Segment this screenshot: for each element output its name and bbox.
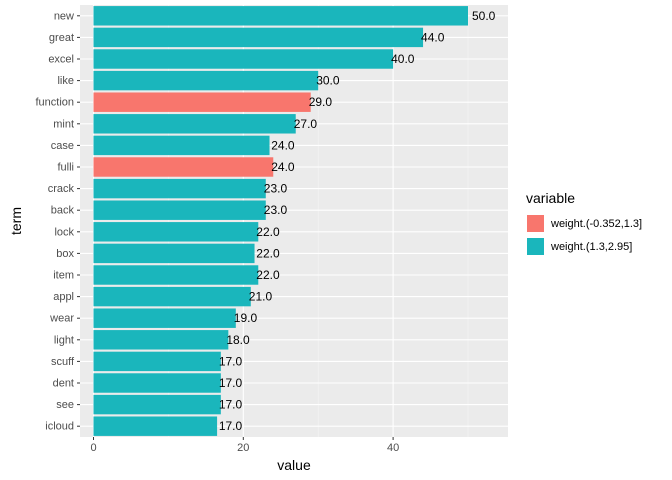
y-tick-label: see — [56, 399, 74, 411]
bar — [93, 157, 274, 177]
legend-swatch-icon — [526, 237, 545, 256]
bar-value-label: 17.0 — [219, 354, 243, 368]
bar-value-label: 22.0 — [256, 225, 280, 239]
x-tick-label: 0 — [90, 442, 96, 454]
y-tick-label: mint — [53, 118, 74, 130]
legend-swatch-icon — [526, 214, 545, 233]
y-tick-label: crack — [48, 183, 75, 195]
y-tick-label: appl — [53, 291, 74, 303]
y-tick-label: wear — [49, 313, 74, 325]
y-tick-label: function — [35, 97, 74, 109]
legend-title: variable — [526, 190, 576, 206]
bar-value-label: 40.0 — [391, 52, 415, 66]
x-tick-label: 40 — [387, 442, 399, 454]
legend-label: weight.(1.3,2.95] — [551, 240, 633, 253]
legend-item: weight.(-0.352,1.3] — [526, 212, 642, 235]
bar-value-label: 50.0 — [472, 9, 496, 23]
bar-value-labels: 50.0 44.0 40.0 30.0 29.0 27.0 24.0 24.0 23.0 23.0… — [219, 9, 496, 433]
bar-value-label: 17.0 — [219, 398, 243, 412]
bar — [93, 178, 266, 199]
bar — [93, 351, 221, 372]
y-tick-label: icloud — [45, 421, 74, 433]
bar — [93, 308, 236, 328]
y-tick-label: fulli — [57, 162, 74, 174]
bar-value-label: 22.0 — [256, 246, 280, 260]
y-axis-ticks: new great excel like function mint case fulli cr… — [35, 10, 80, 433]
y-tick-label: box — [56, 248, 74, 260]
legend-label: weight.(-0.352,1.3] — [551, 217, 643, 230]
bar-value-label: 19.0 — [234, 311, 258, 325]
y-tick-label: lock — [54, 226, 74, 238]
bar — [93, 243, 255, 264]
bar — [93, 49, 394, 69]
bar-value-label: 22.0 — [256, 268, 280, 282]
y-tick-label: light — [54, 334, 74, 346]
bar — [93, 330, 229, 350]
x-axis-ticks: 0 20 40 — [90, 437, 399, 454]
bar-value-label: 17.0 — [219, 376, 243, 390]
bar — [93, 114, 296, 134]
bar-value-label: 18.0 — [226, 333, 250, 347]
y-tick-label: new — [54, 10, 74, 22]
bar — [93, 373, 221, 393]
bar-value-label: 30.0 — [316, 74, 340, 88]
y-axis-title: term — [8, 207, 24, 235]
legend: variable weight.(-0.352,1.3] weight.(1.3… — [526, 190, 642, 258]
bar-value-label: 24.0 — [271, 160, 295, 174]
bar — [93, 286, 251, 307]
x-axis-title: value — [277, 457, 311, 473]
y-tick-label: back — [51, 205, 75, 217]
y-tick-label: excel — [48, 54, 74, 66]
bar — [93, 394, 221, 415]
bar-value-label: 44.0 — [421, 30, 445, 44]
y-tick-label: dent — [53, 378, 74, 390]
y-tick-label: item — [53, 270, 74, 282]
bar-value-label: 24.0 — [271, 138, 295, 152]
legend-item: weight.(1.3,2.95] — [526, 235, 642, 258]
bar — [93, 135, 270, 156]
bar — [93, 6, 468, 26]
bar — [93, 70, 319, 91]
bar-value-label: 29.0 — [309, 95, 333, 109]
x-tick-label: 20 — [237, 442, 249, 454]
y-tick-label: scuff — [51, 356, 75, 368]
bar — [93, 265, 259, 285]
bar — [93, 416, 218, 436]
plot-panel — [80, 5, 508, 437]
y-tick-label: case — [51, 140, 74, 152]
bar-value-label: 17.0 — [219, 419, 243, 433]
y-tick-label: like — [57, 75, 74, 87]
y-tick-label: great — [49, 32, 74, 44]
bar — [93, 222, 259, 242]
bars — [93, 6, 468, 436]
bar-value-label: 23.0 — [264, 203, 288, 217]
bar-value-label: 27.0 — [294, 117, 318, 131]
bar — [93, 27, 424, 48]
bar — [93, 92, 311, 112]
bar — [93, 200, 266, 220]
bar-value-label: 23.0 — [264, 182, 288, 196]
bar-value-label: 21.0 — [249, 290, 273, 304]
